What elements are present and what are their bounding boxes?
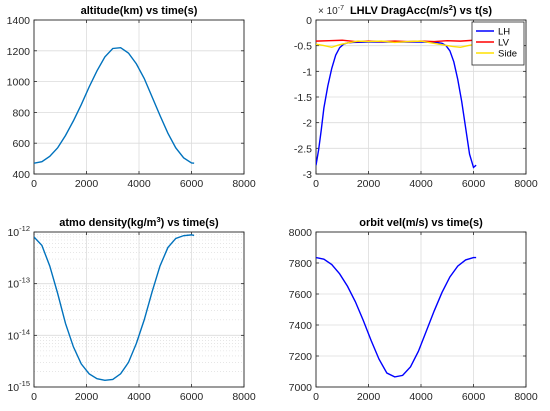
y-tick-label: 1200 [7,46,31,58]
chart-panel-2: 0 2000 4000 6000 8000 -3 -2.5 -2 -1.5 -1 -0.5 0 LHLV… [294,3,538,190]
y-tick-label: 400 [12,169,30,181]
y-tick-label: 10-14 [7,327,30,342]
chart-title: atmo density(kg/m3) vs time(s) [59,215,219,229]
y-tick-label: 10-12 [7,224,30,239]
axes-box [33,231,245,388]
y-tick-label: 7400 [289,320,313,332]
y-tick-label: 8000 [289,227,313,239]
x-tick-label: 4000 [127,178,151,190]
y-tick-label: 7000 [289,382,313,394]
x-tick-label: 8000 [514,178,538,190]
y-tick-label: -3 [303,169,312,181]
chart-panel-1: 0 2000 4000 6000 8000 400 600 800 1000 1200 1400 al… [7,5,256,190]
axis-exponent-label: × 10-7 [318,5,344,17]
y-tick-label: 7800 [289,258,313,270]
y-tick-label: 1400 [7,15,31,27]
x-tick-label: 6000 [180,391,204,403]
y-tick-label: 10-15 [7,379,30,394]
x-tick-label: 6000 [462,178,486,190]
x-tick-label: 2000 [357,391,381,403]
x-tick-label: 4000 [409,178,433,190]
x-tick-label: 4000 [127,391,151,403]
series-line-1 [34,234,195,381]
legend-label-lv: LV [498,38,510,49]
chart-panel-3: 0 2000 4000 6000 8000 10-15 10-14 10-13 10-12 atm… [7,215,255,403]
chart-title: orbit vel(m/s) vs time(s) [359,217,483,229]
x-tick-label: 0 [31,178,37,190]
x-tick-label: 6000 [462,391,486,403]
chart-panel-4: 0 2000 4000 6000 8000 7000 7200 7400 7600 7800 800… [289,217,538,403]
legend-box [471,21,525,66]
y-tick-label: 0 [306,15,312,27]
chart-title: LHLV DragAcc(m/s2) vs t(s) [350,3,492,17]
y-tick-label: -1.5 [294,92,312,104]
x-tick-label: 4000 [409,391,433,403]
series-line-1 [316,256,477,378]
legend-label-side: Side [498,49,517,60]
y-tick-label: -1 [303,66,312,78]
axes-box [315,19,527,175]
y-tick-label: 1000 [7,77,31,89]
x-tick-label: 2000 [75,391,99,403]
y-tick-label: 7600 [289,289,313,301]
chart-title: altitude(km) vs time(s) [81,5,198,17]
x-tick-label: 8000 [514,391,538,403]
y-tick-label: 7200 [289,351,313,363]
y-tick-label: -0.5 [294,41,312,53]
y-tick-label: 10-13 [7,276,30,291]
axes-box [315,231,527,388]
y-tick-label: 800 [12,107,30,119]
legend-label-lh: LH [498,27,510,38]
series-line-side [316,40,477,49]
axes-box [33,19,245,175]
x-tick-label: 8000 [232,178,256,190]
series-line-1 [34,46,195,164]
x-tick-label: 0 [313,391,319,403]
x-tick-label: 2000 [75,178,99,190]
x-tick-label: 2000 [357,178,381,190]
x-tick-label: 0 [313,178,319,190]
y-tick-label: 600 [12,138,30,150]
x-tick-label: 8000 [232,391,256,403]
x-tick-label: 0 [31,391,37,403]
y-tick-label: -2.5 [294,143,312,155]
x-tick-label: 6000 [180,178,204,190]
y-tick-label: -2 [303,118,312,130]
